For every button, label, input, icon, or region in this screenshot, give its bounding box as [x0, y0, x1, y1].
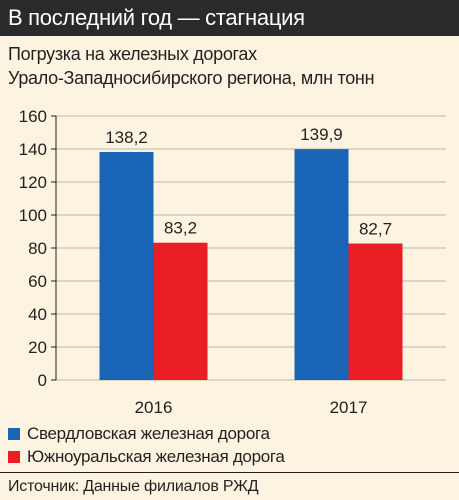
- chart-subtitle-line: Урало-Западносибирского региона, млн тон…: [8, 68, 375, 88]
- bar-1-0: [294, 149, 349, 380]
- y-tick-label-0: 0: [38, 371, 47, 390]
- x-tick-label-0: 2016: [135, 398, 173, 417]
- legend-label-1: Южноуральская железная дорога: [27, 447, 285, 466]
- data-label-1-1: 82,7: [359, 220, 392, 239]
- y-tick-label-6: 120: [19, 173, 47, 192]
- legend-item-1: Южноуральская железная дорога: [8, 446, 285, 468]
- data-label-1-0: 139,9: [300, 125, 343, 144]
- y-tick-label-1: 20: [28, 338, 47, 357]
- legend-swatch-1: [8, 451, 20, 463]
- legend-label-0: Свердловская железная дорога: [27, 424, 270, 443]
- source-note: Источник: Данные филиалов РЖД: [8, 478, 259, 495]
- header-title: В последний год — стагнация: [0, 0, 459, 36]
- y-tick-label-3: 60: [28, 272, 47, 291]
- y-tick-label-7: 140: [19, 140, 47, 159]
- data-label-0-1: 83,2: [164, 219, 197, 238]
- chart-subtitle: Погрузка на железных дорогах Урало-Запад…: [8, 42, 448, 90]
- legend-swatch-0: [8, 428, 20, 440]
- y-tick-label-4: 80: [28, 239, 47, 258]
- bar-0-0: [99, 151, 154, 380]
- bar-0-1: [153, 242, 208, 380]
- y-tick-label-5: 100: [19, 206, 47, 225]
- y-tick-label-2: 40: [28, 305, 47, 324]
- y-tick-label-8: 160: [19, 107, 47, 126]
- chart-title-line: Погрузка на железных дорогах: [8, 44, 257, 64]
- legend-item-0: Свердловская железная дорога: [8, 423, 270, 445]
- source-divider: [0, 472, 459, 473]
- bar-1-1: [348, 243, 403, 380]
- x-tick-label-1: 2017: [330, 398, 368, 417]
- bar-chart: 0 20 40 60 80 100 120 140 160 138,2 83,2 2016 139,9 8…: [19, 107, 446, 417]
- data-label-0-0: 138,2: [105, 128, 148, 147]
